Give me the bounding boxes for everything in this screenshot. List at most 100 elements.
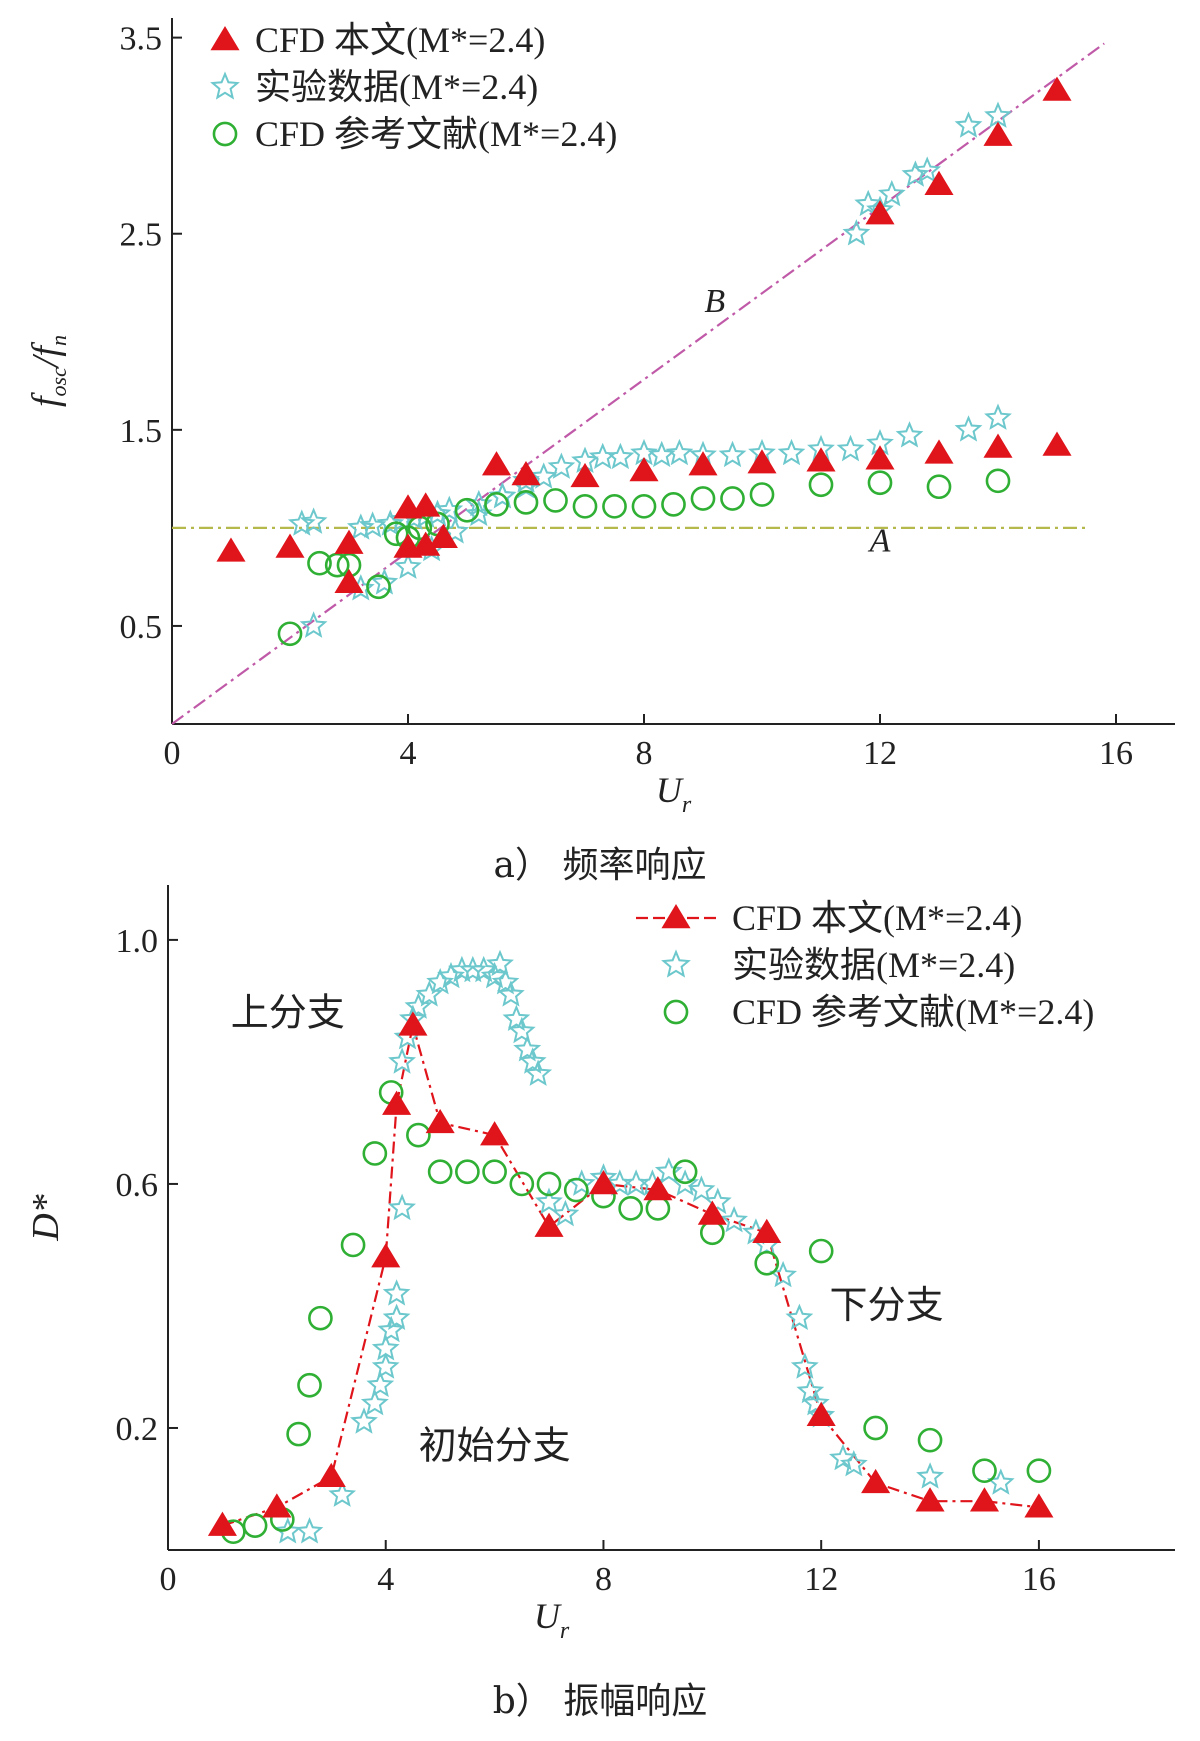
panel-a-legend-marker [212,121,238,147]
panel-b-y-tick-label: 0.2 [116,1411,159,1448]
panel-b-point-triangle [752,1218,782,1244]
panel-a-point-star [854,189,883,217]
panel-a-point-triangle [334,529,364,554]
panel-b-point-circle [362,1141,388,1166]
panel-b-point-star [360,1388,389,1416]
panel-a-point-triangle [983,433,1013,458]
panel-a-point-circle [631,493,657,519]
panel-a-point-triangle [334,568,364,594]
panel-a-point-triangle [570,462,600,488]
panel-a-annotation: A [868,522,891,559]
panel-b-x-tick-label: 12 [804,1561,838,1598]
panel-b-point-star [382,1303,411,1331]
panel-a-legend-label: 实验数据(M*=2.4) [255,67,538,107]
panel-b-point-star [371,1334,400,1361]
panel-a-point-triangle [481,451,512,476]
panel-b-point-circle [972,1458,997,1484]
panel-a-point-triangle [983,121,1013,146]
panel-a-point-star [913,156,942,183]
panel-a-x-tick-label: 0 [164,735,181,772]
panel-a-point-circle [324,552,350,578]
panel-b-point-star [350,1407,378,1434]
panel-a-point-star [718,440,747,468]
panel-b-point-star [388,1193,416,1221]
panel-b-annotation: 初始分支 [419,1425,571,1467]
panel-a-point-triangle [275,533,305,558]
panel-a-caption: a） 频率响应 [493,845,707,886]
panel-b-point-triangle [382,1090,412,1115]
panel-b-point-circle [340,1232,366,1258]
panel-b-legend-marker [663,999,689,1025]
panel-b-point-circle [297,1372,322,1398]
panel-b-point-star [491,968,520,995]
panel-a-x-tick-label: 8 [636,735,653,772]
panel-b-x-tick-label: 8 [595,1561,612,1598]
panel-b-annotation: 上分支 [231,992,345,1034]
panel-a-point-star [647,440,676,468]
panel-b-point-circle [754,1250,780,1276]
panel-a-point-star [299,507,328,534]
panel-a-point-star [376,509,405,536]
panel-a-point-triangle [1042,76,1072,101]
panel-b-point-triangle [915,1487,945,1512]
panel-b-point-triangle [861,1468,891,1494]
panel-a-point-star [836,434,865,462]
panel-b-point-triangle [806,1401,836,1427]
panel-b-legend: CFD 本文(M*=2.4) 实验数据(M*=2.4) CFD 参考文献(M*=2.… [636,898,1094,1032]
panel-a-point-circle [867,470,893,496]
panel-b-point-triangle [425,1108,455,1134]
panel-a-point-circle [602,493,627,519]
panel-b-point-star [388,1047,416,1074]
panel-b-point-star [295,1517,324,1544]
panel-a-point-star [299,611,328,638]
panel-a-point-star [287,509,316,536]
panel-a-point-star [954,111,983,138]
panel-a-point-circle [661,492,686,517]
panel-b-point-circle [286,1421,311,1447]
panel-a-legend-label: CFD 参考文献(M*=2.4) [255,114,617,154]
panel-b-point-star [839,1449,868,1477]
panel-a-point-star [346,513,375,540]
panel-b-point-star [524,1059,553,1086]
panel-a-y-tick-label: 2.5 [120,217,163,254]
panel-a-point-triangle [411,492,441,517]
panel-b-point-star [426,967,455,995]
panel-b-point-star [513,1035,542,1062]
panel-b-point-star [916,1462,944,1489]
panel-b-point-triangle [1024,1493,1054,1518]
panel-a-point-circle [808,472,834,498]
panel-b-point-circle [242,1513,268,1538]
panel-b-x-tick-label: 0 [160,1561,177,1598]
panel-a-point-circle [690,486,716,511]
panel-b-point-circle [563,1177,589,1203]
panel-a-point-star [547,452,576,479]
panel-b-point-triangle [643,1176,673,1201]
panel-b-point-star [829,1443,857,1471]
panel-a-point-star [394,552,422,579]
panel-b-point-triangle [207,1511,237,1536]
panel-b-point-star [404,992,433,1019]
panel-b-point-circle [406,1122,431,1148]
panel-b-point-star [469,955,498,983]
panel-a-point-star [984,403,1012,430]
panel-b-point-triangle [969,1487,1000,1512]
panel-a-point-circle [720,486,745,511]
panel-a-point-triangle [688,451,718,476]
panel-a-point-star [370,568,399,595]
panel-b-point-triangle [697,1200,727,1225]
panel-a-point-star [901,160,930,187]
panel-b-point-star [415,980,444,1007]
panel-b-legend-label: CFD 本文(M*=2.4) [732,898,1022,938]
panel-a-legend-label: CFD 本文(M*=2.4) [255,20,545,60]
panel-b-x-axis-label: Ur [534,1596,570,1644]
panel-b-point-star [790,1352,819,1379]
panel-b-point-star [382,1279,411,1306]
panel-a-point-star [954,415,983,442]
panel-b-point-circle [509,1171,535,1197]
panel-b-point-triangle [534,1212,564,1237]
panel-a-point-star [984,101,1012,128]
panel-a-annotation: B [704,283,725,320]
panel-b-x-tick-label: 16 [1022,1561,1056,1598]
panel-b-point-star [567,1169,596,1196]
panel-b-point-star [687,1175,716,1202]
